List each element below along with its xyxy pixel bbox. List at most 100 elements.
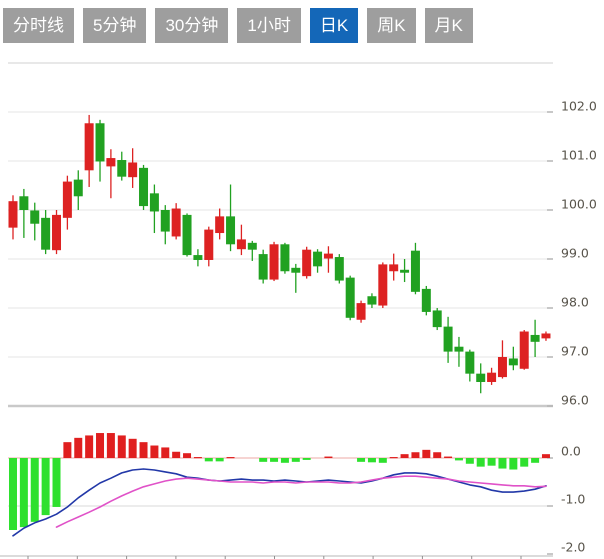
macd-histogram-bar xyxy=(498,458,507,469)
macd-histogram-bar xyxy=(215,458,224,462)
macd-histogram-bar xyxy=(52,458,61,507)
macd-axis-label: -2.0 xyxy=(561,540,585,555)
price-axis-label: 102.0 xyxy=(561,99,597,114)
macd-axis-label: -1.0 xyxy=(561,492,585,507)
candle-body xyxy=(334,257,344,281)
candle-body xyxy=(323,253,333,259)
macd-histogram-bar xyxy=(96,433,105,458)
candle-body xyxy=(139,167,149,207)
candle-body xyxy=(30,210,40,224)
candle-body xyxy=(8,201,18,228)
macd-axis-label: 0.0 xyxy=(561,444,581,459)
macd-histogram-bar xyxy=(400,454,409,458)
candle-body xyxy=(258,254,268,280)
macd-histogram-bar xyxy=(183,453,192,458)
candle-body xyxy=(443,326,453,352)
macd-histogram-bar xyxy=(454,458,463,461)
candle-body xyxy=(356,303,366,320)
macd-histogram-bar xyxy=(161,447,170,458)
price-axis-label: 96.0 xyxy=(561,393,589,408)
candle-body xyxy=(476,373,486,382)
candle-body xyxy=(519,331,529,369)
candle-body xyxy=(149,193,159,212)
price-axis-label: 101.0 xyxy=(561,148,597,163)
candle-body xyxy=(182,214,192,256)
tab-timeframe-5[interactable]: 周K xyxy=(367,8,416,43)
macd-histogram-bar xyxy=(367,458,376,463)
price-axis-label: 98.0 xyxy=(561,295,589,310)
macd-histogram-bar xyxy=(9,458,17,530)
candle-body xyxy=(236,239,246,250)
candle-body xyxy=(400,269,410,273)
macd-histogram-bar xyxy=(302,458,311,460)
candle-body xyxy=(497,357,507,378)
candle-body xyxy=(95,123,105,162)
candle-body xyxy=(160,210,170,232)
candle-body xyxy=(247,242,257,250)
macd-histogram-bar xyxy=(389,457,398,459)
candle-body xyxy=(367,296,377,305)
macd-histogram-bar xyxy=(106,433,115,458)
candle-body xyxy=(62,181,72,218)
tab-timeframe-0[interactable]: 分时线 xyxy=(3,8,74,43)
macd-histogram-bar xyxy=(19,458,28,528)
candle-body xyxy=(302,249,312,277)
macd-histogram-bar xyxy=(487,458,496,466)
candle-body xyxy=(226,216,236,245)
candle-body xyxy=(530,334,540,342)
macd-histogram-bar xyxy=(422,449,431,458)
macd-histogram-bar xyxy=(30,458,39,522)
candle-body xyxy=(73,179,83,197)
macd-histogram-bar xyxy=(63,442,72,458)
macd-dea-line xyxy=(55,475,547,528)
macd-histogram-bar xyxy=(476,458,485,467)
macd-histogram-bar xyxy=(193,457,202,459)
price-axis-label: 97.0 xyxy=(561,344,589,359)
macd-histogram-bar xyxy=(520,458,529,467)
tab-timeframe-2[interactable]: 30分钟 xyxy=(155,8,229,43)
macd-histogram-bar xyxy=(433,452,442,458)
tab-timeframe-3[interactable]: 1小时 xyxy=(237,8,301,43)
candle-body xyxy=(52,214,62,251)
candle-body xyxy=(291,267,301,273)
candle-body xyxy=(389,264,399,272)
candle-body xyxy=(204,229,214,260)
candle-body xyxy=(508,358,518,366)
candle-body xyxy=(410,250,420,292)
candle-body xyxy=(421,288,431,312)
macd-histogram-bar xyxy=(226,457,235,459)
macd-dif-line xyxy=(12,468,547,537)
tab-timeframe-6[interactable]: 月K xyxy=(424,8,473,43)
candle-body xyxy=(345,277,355,318)
timeframe-tabbar: 分时线 5分钟 30分钟 1小时 日K 周K 月K xyxy=(3,8,473,43)
macd-histogram-bar xyxy=(41,458,50,516)
candle-body xyxy=(117,160,127,177)
macd-histogram-bar xyxy=(357,458,366,462)
macd-histogram-bar xyxy=(280,458,289,463)
macd-histogram-bar xyxy=(150,445,159,458)
macd-histogram-bar xyxy=(411,452,420,458)
tab-timeframe-1[interactable]: 5分钟 xyxy=(83,8,147,43)
candle-body xyxy=(19,196,29,210)
macd-histogram-bar xyxy=(270,458,279,462)
macd-histogram-bar xyxy=(509,458,518,470)
macd-histogram-bar xyxy=(259,458,268,462)
candle-body xyxy=(280,244,290,272)
macd-histogram-bar xyxy=(117,435,126,458)
price-axis-label: 100.0 xyxy=(561,197,597,212)
candle-body xyxy=(378,264,388,306)
candle-body xyxy=(541,333,551,339)
candle-body xyxy=(215,216,225,234)
macd-histogram-bar xyxy=(444,456,453,458)
tab-timeframe-4[interactable]: 日K xyxy=(309,8,359,43)
macd-histogram-bar xyxy=(465,458,474,464)
candle-body xyxy=(487,372,497,382)
macd-histogram-bar xyxy=(85,435,94,458)
price-axis-label: 99.0 xyxy=(561,246,589,261)
candle-body xyxy=(84,123,94,171)
candle-body xyxy=(171,208,181,237)
macd-histogram-bar xyxy=(204,458,213,462)
candle-body xyxy=(269,244,279,280)
candle-body xyxy=(128,162,138,178)
